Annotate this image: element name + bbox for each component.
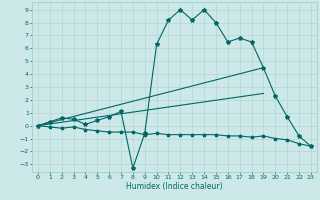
X-axis label: Humidex (Indice chaleur): Humidex (Indice chaleur) [126, 182, 223, 191]
